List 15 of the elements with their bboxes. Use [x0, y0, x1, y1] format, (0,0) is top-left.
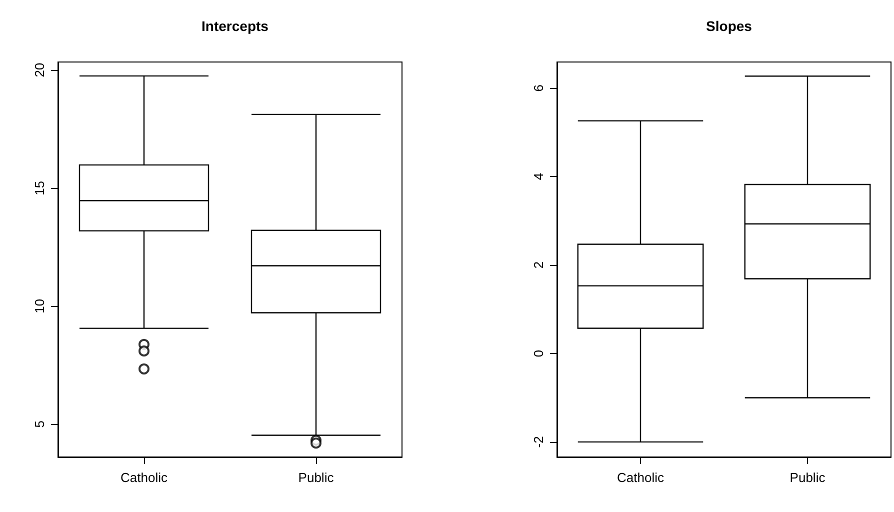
x-tick-label: Catholic — [120, 470, 168, 485]
y-tick-label: 0 — [531, 350, 546, 358]
y-tick-label: 15 — [32, 180, 47, 196]
y-tick-label: 6 — [531, 84, 546, 92]
x-tick-label: Public — [298, 470, 334, 485]
y-tick-label: -2 — [531, 436, 546, 448]
y-tick-label: 20 — [32, 62, 47, 78]
x-tick-label: Catholic — [617, 470, 664, 485]
y-tick-label: 5 — [32, 420, 47, 428]
x-tick-label: Public — [790, 470, 826, 485]
chart-title: Slopes — [706, 18, 752, 34]
chart-title: Intercepts — [202, 18, 269, 34]
y-tick-label: 4 — [531, 172, 546, 180]
y-tick-label: 2 — [531, 261, 546, 269]
y-tick-label: 10 — [32, 298, 47, 314]
